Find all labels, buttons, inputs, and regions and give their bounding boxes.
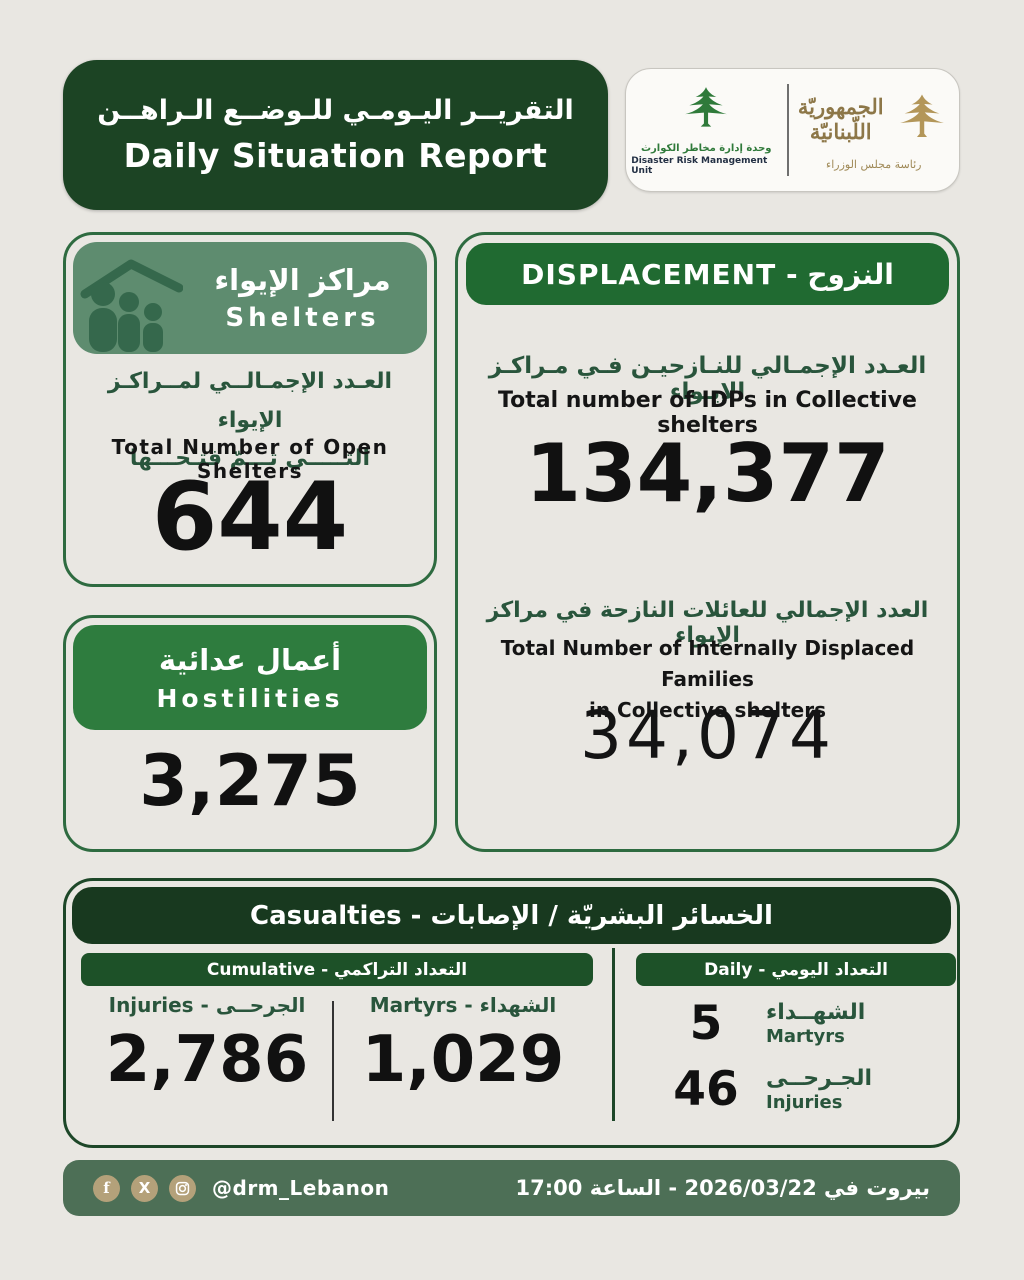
shelter-people-icon bbox=[79, 250, 184, 354]
social-handle[interactable]: @drm_Lebanon bbox=[212, 1176, 390, 1200]
hostilities-title-english: Hostilities bbox=[156, 683, 344, 713]
casualties-card-header: الخسائر البشريّة / الإصابات - Casualties bbox=[72, 887, 951, 944]
gold-cedar-icon bbox=[894, 90, 950, 150]
daily-martyrs-count: 5 bbox=[689, 995, 723, 1051]
instagram-icon[interactable] bbox=[169, 1174, 196, 1202]
report-title-arabic: التقريــر اليـومـي للـوضــع الـراهــن bbox=[97, 95, 574, 126]
daily-martyrs-label-arabic: الشهــداء bbox=[766, 999, 866, 1025]
displacement-card-header: النزوح - DISPLACEMENT bbox=[466, 243, 949, 305]
x-twitter-icon[interactable]: X bbox=[131, 1174, 158, 1202]
social-icons: f X bbox=[93, 1174, 196, 1202]
cumulative-injuries-label: الجرحــى - Injuries bbox=[108, 993, 306, 1017]
footer-bar: f X @drm_Lebanon بيروت في 2026/03/22 - ا… bbox=[63, 1160, 960, 1216]
section-divider bbox=[612, 948, 615, 1121]
idps-label-arabic: العـدد الإجمـالي للنـازحيـن فـي مـراكـز … bbox=[488, 353, 927, 405]
hostilities-count: 3,275 bbox=[139, 740, 361, 822]
shelters-title-arabic: مراكز الإيواء bbox=[214, 263, 391, 297]
shelters-card-header: مراكز الإيواء Shelters bbox=[73, 242, 427, 354]
daily-martyrs-label-english: Martyrs bbox=[766, 1025, 845, 1047]
cumulative-section-header: التعداد التراكمي - Cumulative bbox=[81, 953, 593, 986]
report-title-banner: التقريــر اليـومـي للـوضــع الـراهــن Da… bbox=[63, 60, 608, 210]
shelters-description-english: Total Number of Open Shelters bbox=[111, 435, 389, 483]
facebook-icon[interactable]: f bbox=[93, 1174, 120, 1202]
logos-card: وحدة إدارة مخاطر الكوارث Disaster Risk M… bbox=[625, 68, 960, 192]
cumulative-injuries-cell: الجرحــى - Injuries 2,786 bbox=[81, 993, 333, 1097]
cumulative-martyrs-label: الشهداء - Martyrs bbox=[369, 993, 557, 1017]
daily-section-header: التعداد اليومي - Daily bbox=[636, 953, 956, 986]
drm-logo: وحدة إدارة مخاطر الكوارث Disaster Risk M… bbox=[631, 84, 781, 176]
daily-martyrs-row: 5 الشهــداء Martyrs bbox=[646, 991, 956, 1055]
idps-count: 134,377 bbox=[525, 427, 890, 520]
council-subtitle: رئاسة مجلس الوزراء bbox=[826, 157, 922, 171]
cedar-tree-icon bbox=[680, 84, 732, 140]
lebanese-republic-logo: الجمهوريّة اللّبنانيّة رئاسة مجلس الوزرا… bbox=[794, 90, 954, 171]
casualties-card: الخسائر البشريّة / الإصابات - Casualties… bbox=[63, 878, 960, 1148]
logo-divider bbox=[786, 84, 789, 176]
cumulative-martyrs-count: 1,029 bbox=[361, 1023, 565, 1097]
cumulative-martyrs-cell: الشهداء - Martyrs 1,029 bbox=[333, 993, 593, 1097]
families-label-english: Total Number of Internally Displaced Fam… bbox=[500, 636, 915, 722]
daily-injuries-label-arabic: الجـرحــى bbox=[766, 1065, 873, 1091]
shelters-description-arabic: العـدد الإجمـالــي لمــراكـز الإيواء الت… bbox=[107, 369, 393, 471]
open-shelters-count: 644 bbox=[151, 463, 349, 572]
daily-injuries-row: 46 الجـرحــى Injuries bbox=[646, 1057, 956, 1121]
hostilities-card: أعمال عدائية Hostilities 3,275 bbox=[63, 615, 437, 852]
cumulative-injuries-count: 2,786 bbox=[105, 1023, 309, 1097]
hostilities-card-header: أعمال عدائية Hostilities bbox=[73, 625, 427, 730]
drm-name-arabic: وحدة إدارة مخاطر الكوارث bbox=[641, 143, 772, 154]
daily-injuries-count: 46 bbox=[673, 1061, 739, 1117]
families-count: 34,074 bbox=[580, 697, 835, 774]
shelters-title-english: Shelters bbox=[225, 303, 380, 333]
shelters-card: مراكز الإيواء Shelters العـدد الإجمـالــ… bbox=[63, 232, 437, 587]
families-label-arabic: العدد الإجمالي للعائلات النازحة في مراكز… bbox=[486, 598, 929, 648]
displacement-card: النزوح - DISPLACEMENT العـدد الإجمـالي ل… bbox=[455, 232, 960, 852]
report-date-time: بيروت في 2026/03/22 - الساعة 17:00 bbox=[515, 1176, 930, 1200]
drm-name-english: Disaster Risk Management Unit bbox=[631, 156, 768, 176]
hostilities-title-arabic: أعمال عدائية bbox=[158, 642, 342, 677]
report-title-english: Daily Situation Report bbox=[123, 136, 548, 175]
idps-label-english: Total number of IDPs in Collective shelt… bbox=[498, 388, 917, 438]
daily-injuries-label-english: Injuries bbox=[766, 1091, 843, 1113]
cumulative-inner-divider bbox=[332, 1001, 334, 1121]
republic-calligraphy: الجمهوريّة اللّبنانيّة bbox=[797, 94, 884, 144]
